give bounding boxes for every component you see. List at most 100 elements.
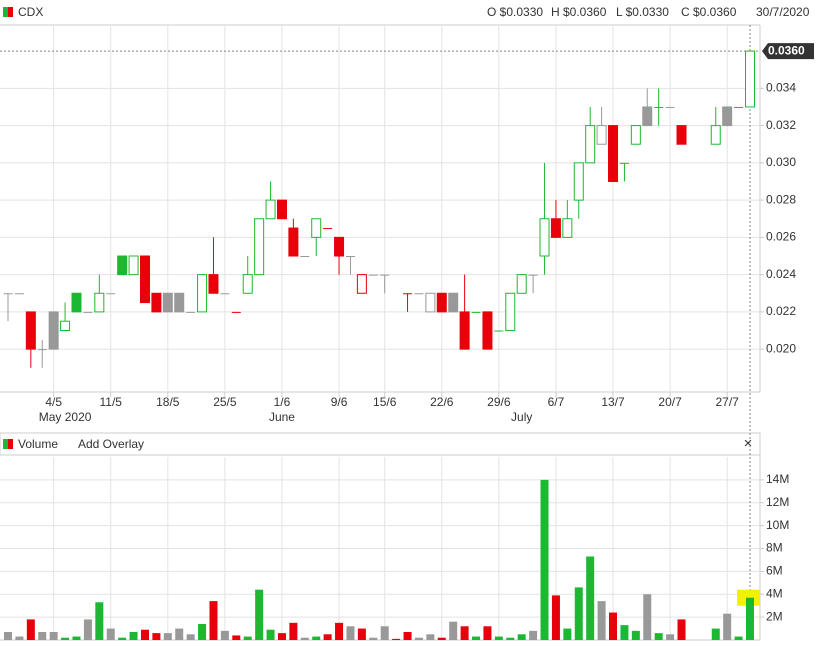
- volume-bar: [152, 633, 161, 640]
- volume-bar: [392, 638, 401, 640]
- candle-body: [83, 311, 93, 313]
- volume-bar: [118, 637, 127, 640]
- candle-body: [665, 106, 675, 108]
- candle-body: [162, 292, 173, 313]
- month-label: May 2020: [39, 410, 92, 424]
- open-price: O $0.0330: [487, 5, 543, 19]
- month-label: June: [269, 410, 295, 424]
- last-price-box: [762, 43, 814, 60]
- volume-title: Volume: [18, 437, 58, 451]
- candle-body: [254, 218, 265, 276]
- y-tick-label: 8M: [766, 541, 783, 555]
- candle-body: [710, 125, 721, 145]
- y-tick-label: 0.034: [766, 81, 796, 95]
- volume-bar: [232, 635, 241, 640]
- candle-body: [414, 293, 424, 295]
- symbol-icon-down: [8, 7, 13, 17]
- y-tick-label: 12M: [766, 495, 789, 509]
- volume-bar: [266, 629, 275, 640]
- volume-bar: [243, 636, 252, 640]
- volume-bar: [323, 634, 332, 640]
- volume-bar: [494, 636, 503, 640]
- volume-bar: [209, 601, 218, 640]
- close-button[interactable]: ×: [744, 435, 753, 452]
- candle-body: [242, 274, 253, 294]
- volume-bar: [26, 619, 35, 640]
- candle-body: [425, 292, 436, 313]
- x-tick-label: 13/7: [601, 395, 625, 409]
- candle-body: [60, 320, 71, 332]
- y-tick-label: 0.028: [766, 192, 796, 206]
- volume-icon-up: [3, 439, 8, 449]
- close-price: C $0.0360: [681, 5, 737, 19]
- volume-bar: [654, 633, 663, 640]
- candle-body: [300, 256, 310, 258]
- candle-body: [48, 311, 59, 350]
- candle-body: [494, 330, 504, 332]
- volume-bar: [220, 630, 229, 640]
- candle-body: [174, 292, 185, 313]
- volume-bar: [437, 637, 446, 640]
- candle-body: [505, 292, 516, 332]
- candle-body: [436, 292, 447, 313]
- x-tick-label: 29/6: [487, 395, 511, 409]
- volume-bar: [312, 636, 321, 640]
- candle-body: [139, 255, 150, 304]
- candle-body: [573, 162, 584, 201]
- candle-body: [356, 274, 367, 294]
- volume-bar: [186, 634, 195, 640]
- candle-body: [276, 199, 287, 220]
- symbol: CDX: [18, 5, 43, 19]
- x-tick-label: 25/5: [213, 395, 237, 409]
- volume-bar: [586, 556, 595, 640]
- candle-body: [231, 311, 241, 313]
- x-tick-label: 9/6: [331, 395, 348, 409]
- x-tick-label: 20/7: [658, 395, 682, 409]
- candle-body: [334, 236, 345, 257]
- date: 30/7/2020: [756, 5, 810, 19]
- last-price-label: 0.0360: [768, 43, 805, 57]
- candle-body: [448, 292, 459, 313]
- month-label: July: [511, 410, 532, 424]
- candle-body: [380, 274, 390, 276]
- volume-bar: [711, 628, 720, 640]
- candle-body: [676, 125, 687, 145]
- volume-bar: [95, 602, 104, 640]
- volume-bar: [403, 631, 412, 640]
- candle-body: [117, 255, 128, 276]
- volume-bar: [631, 630, 640, 640]
- y-tick-label: 0.030: [766, 155, 796, 169]
- candle-body: [368, 274, 378, 276]
- y-tick-label: 0.020: [766, 341, 796, 355]
- volume-bar: [426, 634, 435, 640]
- y-tick-label: 0.024: [766, 267, 796, 281]
- candle-body: [734, 106, 744, 108]
- volume-bar: [335, 622, 344, 640]
- volume-bar: [49, 631, 58, 640]
- volume-bar: [369, 637, 378, 640]
- x-tick-label: 1/6: [274, 395, 291, 409]
- volume-bar: [551, 595, 560, 640]
- x-tick-label: 27/7: [715, 395, 739, 409]
- candle-body: [71, 292, 82, 313]
- candle-body: [516, 274, 527, 294]
- candle-body: [345, 256, 355, 258]
- add-overlay[interactable]: Add Overlay: [78, 437, 144, 451]
- volume-bar: [517, 634, 526, 640]
- volume-bar: [609, 612, 618, 640]
- candle-body: [94, 292, 105, 313]
- volume-bar: [460, 626, 469, 640]
- candle-body: [550, 218, 561, 238]
- candle-body: [311, 218, 322, 238]
- volume-bar: [255, 589, 264, 640]
- volume-bar: [72, 636, 81, 640]
- volume-bar: [289, 622, 298, 640]
- volume-bar: [563, 628, 572, 640]
- y-tick-label: 10M: [766, 518, 789, 532]
- volume-bar: [15, 636, 24, 640]
- candle-body: [14, 293, 24, 295]
- y-tick-label: 6M: [766, 564, 783, 578]
- volume-bar: [83, 619, 92, 640]
- volume-bar: [597, 601, 606, 640]
